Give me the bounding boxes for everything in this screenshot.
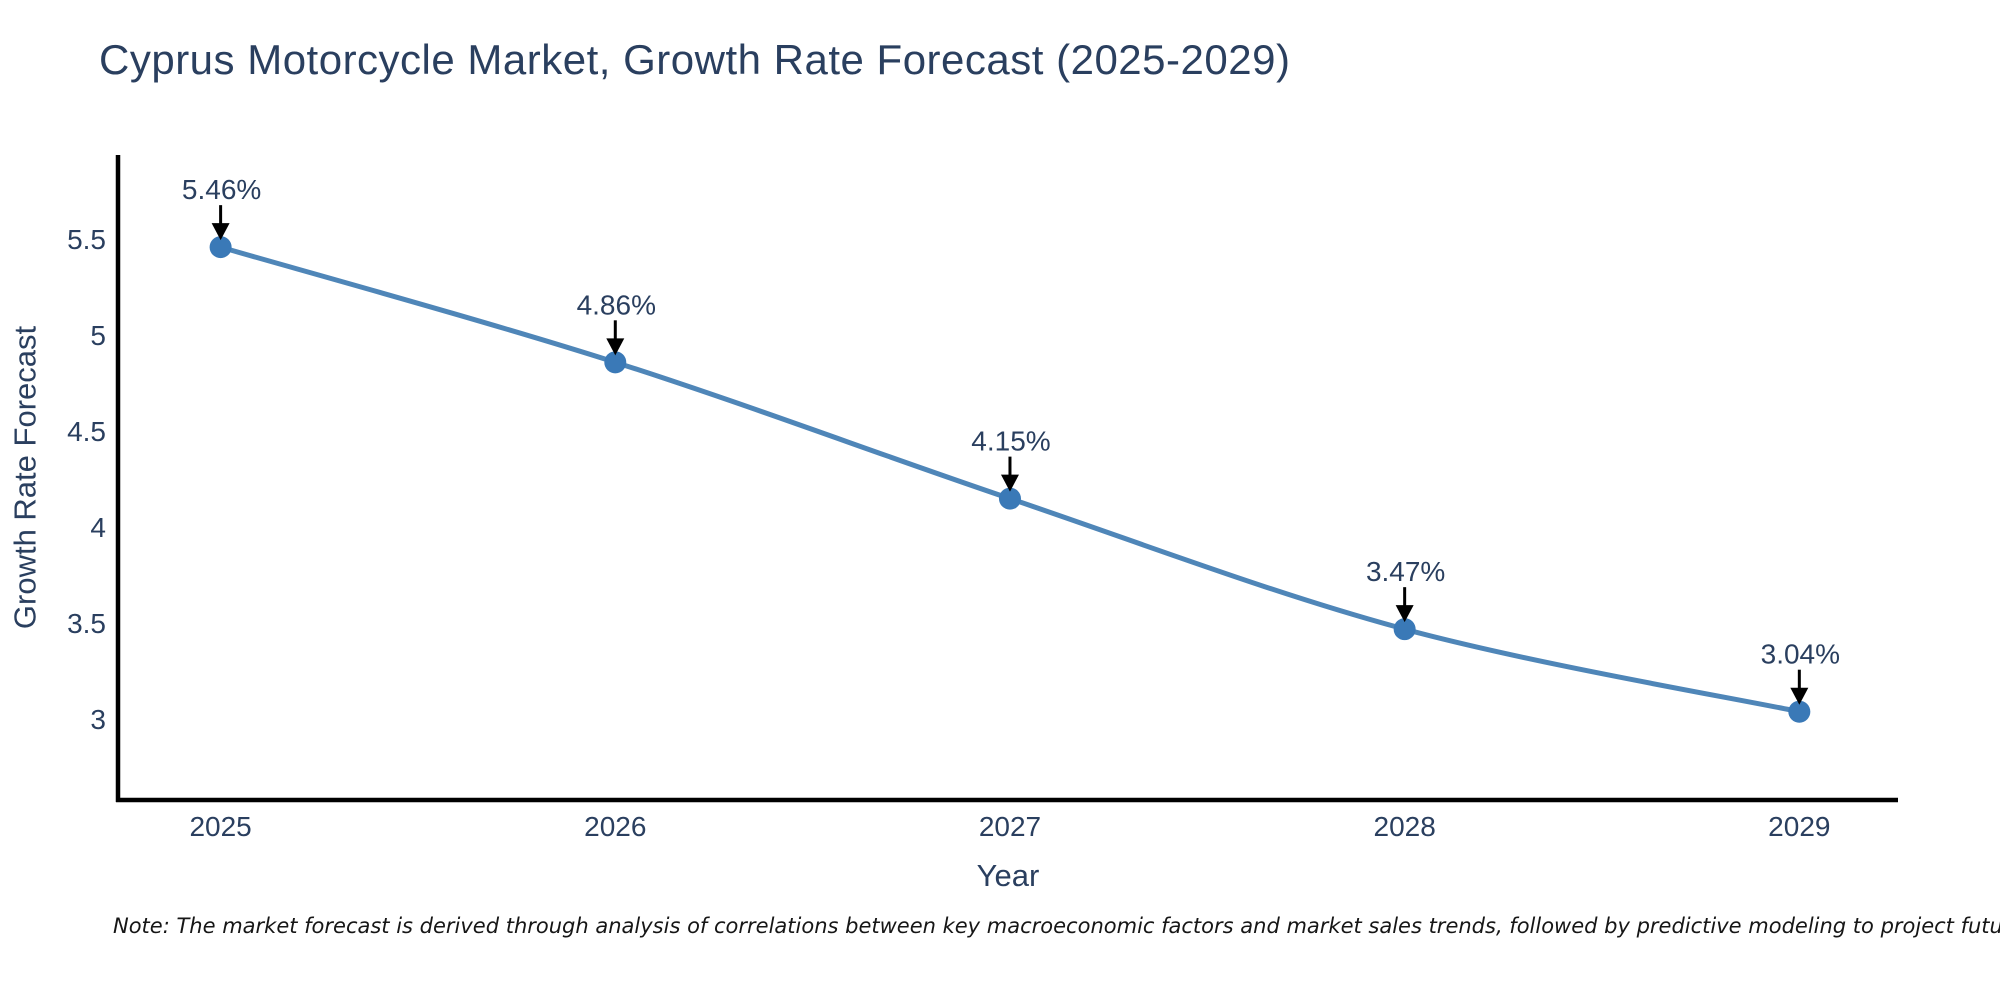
data-point-marker — [1393, 618, 1416, 641]
x-tick-label: 2027 — [979, 811, 1041, 842]
chart-title: Cyprus Motorcycle Market, Growth Rate Fo… — [99, 36, 1291, 83]
data-point-marker — [209, 236, 232, 259]
y-axis-title: Growth Rate Forecast — [8, 326, 43, 630]
annotation-arrowhead — [211, 223, 230, 241]
footnote: Note: The market forecast is derived thr… — [113, 914, 2000, 938]
annotation-arrowhead — [606, 338, 625, 356]
annotation-arrowhead — [1395, 605, 1414, 623]
x-tick-label: 2026 — [584, 811, 646, 842]
point-label: 3.47% — [1366, 556, 1445, 587]
annotation-arrowhead — [1790, 687, 1809, 705]
y-tick-label: 4.5 — [67, 416, 106, 447]
annotation-arrowhead — [1000, 474, 1019, 492]
x-tick-label: 2025 — [189, 811, 251, 842]
y-tick-label: 5.5 — [67, 224, 106, 255]
y-tick-label: 3 — [90, 704, 106, 735]
data-point-marker — [998, 487, 1021, 510]
y-tick-label: 3.5 — [67, 608, 106, 639]
x-axis-title: Year — [977, 858, 1040, 893]
x-tick-label: 2028 — [1374, 811, 1436, 842]
point-label: 4.86% — [577, 289, 656, 320]
x-tick-label: 2029 — [1768, 811, 1830, 842]
data-point-marker — [1788, 700, 1811, 723]
point-label: 3.04% — [1761, 639, 1840, 670]
y-tick-label: 4 — [90, 512, 106, 543]
point-label: 5.46% — [182, 174, 261, 205]
y-tick-label: 5 — [90, 320, 106, 351]
point-label: 4.15% — [971, 426, 1050, 457]
data-point-marker — [604, 351, 627, 374]
